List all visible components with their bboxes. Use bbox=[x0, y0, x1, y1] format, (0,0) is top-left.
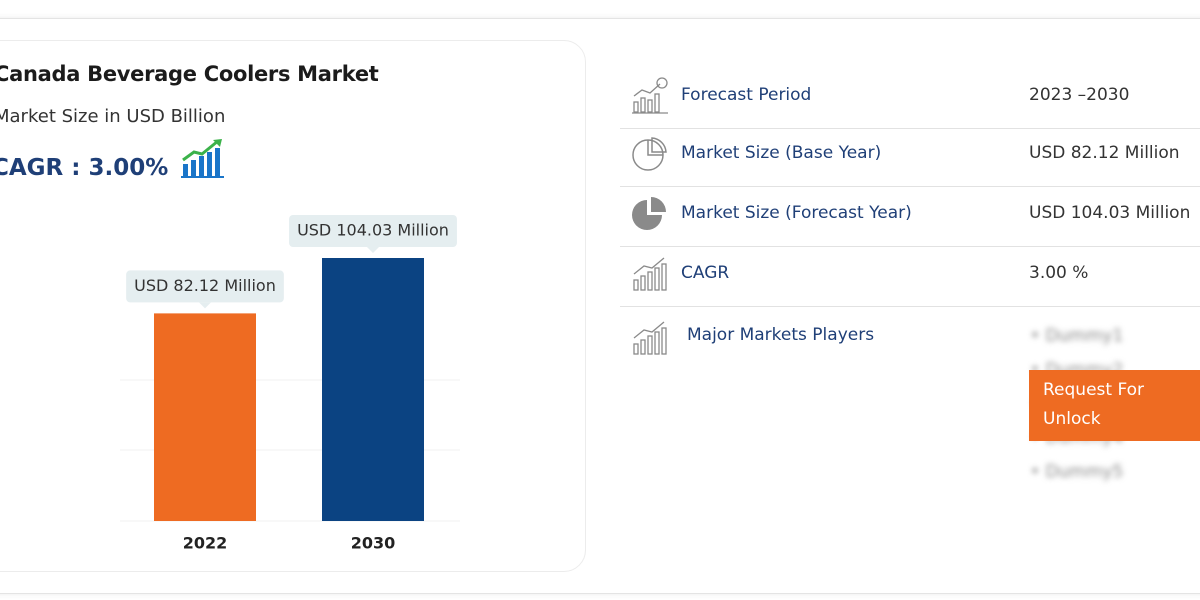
bar-chart: USD 82.12 Million 2022 USD 104.03 Million 2… bbox=[120, 215, 460, 553]
value-label: USD 104.03 Million bbox=[297, 221, 449, 240]
card-title: Canada Beverage Coolers Market bbox=[0, 62, 379, 86]
row-value: 2023 –2030 bbox=[1029, 85, 1130, 105]
player-item: • Dummy5 bbox=[1030, 462, 1124, 482]
cagr-text: CAGR : 3.00% bbox=[0, 155, 169, 181]
growth-icon bbox=[181, 139, 224, 178]
row-value: USD 82.12 Million bbox=[1029, 143, 1180, 163]
row-label: Forecast Period bbox=[681, 85, 812, 105]
row-divider bbox=[620, 246, 1200, 247]
row-icon bbox=[633, 257, 667, 291]
row-divider bbox=[620, 128, 1200, 129]
chart-card bbox=[0, 40, 586, 572]
row-icon bbox=[632, 197, 666, 230]
value-label-pointer bbox=[367, 247, 379, 253]
bar bbox=[154, 313, 256, 521]
value-label-pointer bbox=[199, 302, 211, 309]
row-label: Market Size (Base Year) bbox=[681, 143, 882, 163]
card-subtitle: Market Size in USD Billion bbox=[0, 106, 226, 127]
value-label-bubble bbox=[126, 270, 284, 303]
row-divider bbox=[620, 306, 1200, 307]
row-label: Market Size (Forecast Year) bbox=[681, 203, 912, 223]
row-divider bbox=[620, 186, 1200, 187]
row-value: 3.00 % bbox=[1029, 263, 1089, 283]
row-value: USD 104.03 Million bbox=[1029, 203, 1191, 223]
row-icon bbox=[632, 77, 668, 114]
row-icon bbox=[632, 137, 667, 171]
value-label: USD 82.12 Million bbox=[134, 276, 276, 295]
request-unlock-button[interactable]: Request For Unlock bbox=[1029, 370, 1200, 441]
row-label: CAGR bbox=[681, 263, 730, 283]
player-item: • Dummy1 bbox=[1030, 326, 1124, 346]
x-tick-label: 2030 bbox=[351, 534, 396, 553]
x-tick-label: 2022 bbox=[183, 534, 228, 553]
bar bbox=[322, 258, 424, 521]
players-label: Major Markets Players bbox=[687, 325, 875, 345]
value-label-bubble bbox=[289, 215, 457, 247]
row-icon bbox=[633, 321, 667, 355]
